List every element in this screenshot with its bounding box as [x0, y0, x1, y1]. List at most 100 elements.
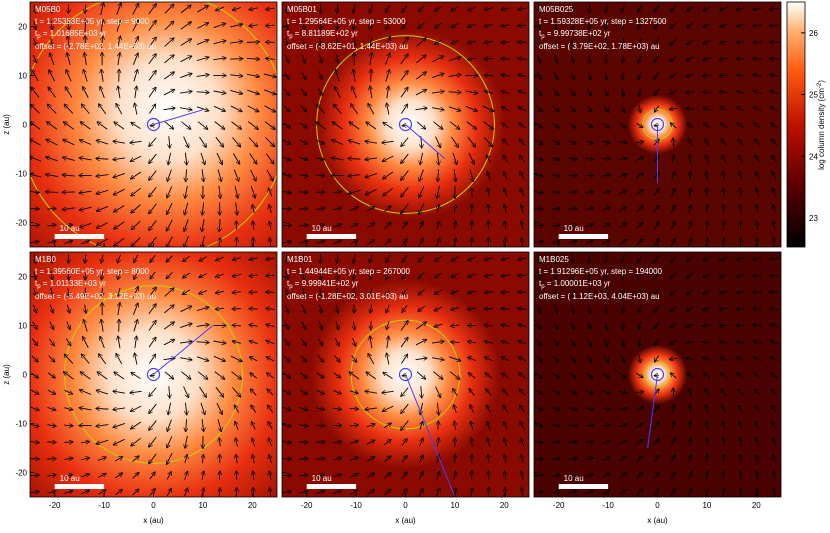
- scalebar-label: 10 au: [564, 474, 584, 483]
- panel: [282, 2, 529, 247]
- scalebar: [307, 234, 356, 239]
- velocity-arrow: [96, 408, 108, 409]
- y-tick-label: -10: [15, 420, 27, 429]
- panel-name: M05B0: [35, 5, 61, 14]
- scalebar: [307, 484, 356, 489]
- tp-rest: = 9.99941E+02 yr: [293, 279, 359, 288]
- scalebar-label: 10 au: [312, 474, 332, 483]
- velocity-arrow: [266, 275, 275, 276]
- scalebar-label: 10 au: [312, 224, 332, 233]
- offset-label: offset = ( 1.12E+03, 4.04E+03) au: [539, 292, 660, 301]
- x-tick-label: 20: [752, 501, 761, 510]
- time-label: t = 1.25353E+05 yr, step = 9000: [35, 17, 150, 26]
- y-tick-label: 0: [23, 121, 28, 130]
- velocity-arrow: [770, 275, 779, 276]
- velocity-arrow: [31, 475, 40, 476]
- panel: [534, 252, 781, 497]
- velocity-arrow: [703, 92, 712, 93]
- x-axis-label: x (au): [143, 516, 164, 525]
- panel-name: M1B0: [35, 255, 56, 264]
- scalebar: [55, 484, 104, 489]
- velocity-arrow: [535, 225, 544, 226]
- x-tick-label: 10: [198, 501, 207, 510]
- panel-name: M05B025: [539, 5, 574, 14]
- velocity-arrow: [219, 471, 220, 480]
- panel-name: M1B01: [287, 255, 313, 264]
- tp-rest: = 1.01133E+03 yr: [41, 279, 107, 288]
- x-tick-label: 0: [655, 501, 660, 510]
- scalebar-label: 10 au: [60, 224, 80, 233]
- offset-label: offset = (-5.49E+02, 3.12E+03) au: [35, 292, 156, 301]
- tp-rest: = 1.01685E+03 yr: [41, 29, 107, 38]
- x-tick-label: -20: [553, 501, 565, 510]
- velocity-arrow: [266, 25, 275, 26]
- time-label: t = 1.91296E+05 yr, step = 194000: [539, 267, 663, 276]
- colorbar-label: log column density (cm-2): [817, 80, 826, 170]
- time-label: t = 1.29564E+05 yr, step = 53000: [287, 17, 406, 26]
- time-label: t = 1.59328E+05 yr, step = 1327500: [539, 17, 667, 26]
- velocity-arrow: [501, 59, 510, 60]
- x-tick-label: 20: [500, 501, 509, 510]
- x-tick-label: -20: [301, 501, 313, 510]
- y-tick-label: 0: [23, 371, 28, 380]
- velocity-arrow: [753, 59, 762, 60]
- scalebar-label: 10 au: [564, 224, 584, 233]
- velocity-arrow: [753, 309, 762, 310]
- colorbar: [787, 2, 805, 247]
- velocity-arrow: [247, 42, 260, 43]
- x-tick-label: 10: [702, 501, 711, 510]
- y-tick-label: -20: [15, 219, 27, 228]
- velocity-arrow: [283, 225, 292, 226]
- velocity-arrow: [471, 471, 472, 480]
- velocity-arrow: [31, 225, 40, 226]
- velocity-arrow: [518, 25, 527, 26]
- y-tick-label: 20: [18, 273, 27, 282]
- density-glow: [316, 30, 506, 220]
- y-tick-label: -20: [15, 469, 27, 478]
- scalebar: [559, 484, 608, 489]
- offset-label: offset = (-1.28E+02, 3.01E+03) au: [287, 292, 408, 301]
- colorbar-label-text: log column density (cm: [817, 88, 826, 170]
- velocity-arrow: [770, 25, 779, 26]
- colorbar-label-end: ): [817, 80, 826, 83]
- colorbar-tick-label: 26: [809, 29, 818, 38]
- y-axis-label: z (au): [2, 114, 11, 135]
- x-tick-label: 0: [151, 501, 156, 510]
- x-axis-label: x (au): [395, 516, 416, 525]
- velocity-arrow: [723, 471, 724, 480]
- panel: [534, 2, 781, 247]
- panel-name: M1B025: [539, 255, 569, 264]
- panel: [282, 252, 529, 497]
- x-tick-label: -10: [98, 501, 110, 510]
- velocity-arrow: [451, 342, 460, 343]
- offset-label: offset = ( 3.79E+02, 1.78E+03) au: [539, 42, 660, 51]
- y-tick-label: 10: [18, 322, 27, 331]
- velocity-arrow: [283, 475, 292, 476]
- offset-label: offset = (-8.62E+01, 1.44E+03) au: [287, 42, 408, 51]
- y-axis-label: z (au): [2, 364, 11, 385]
- velocity-arrow: [535, 475, 544, 476]
- scalebar: [559, 234, 608, 239]
- velocity-arrow: [703, 342, 712, 343]
- tp-rest: = 9.99738E+02 yr: [545, 29, 611, 38]
- velocity-arrow: [96, 158, 108, 159]
- velocity-arrow: [249, 309, 258, 310]
- scalebar: [55, 234, 104, 239]
- x-tick-label: 10: [450, 501, 459, 510]
- velocity-arrow: [471, 221, 472, 230]
- panel-name: M05B01: [287, 5, 317, 14]
- x-tick-label: -10: [350, 501, 362, 510]
- velocity-arrow: [501, 309, 510, 310]
- x-axis-label: x (au): [647, 516, 668, 525]
- y-tick-label: -10: [15, 170, 27, 179]
- y-tick-label: 10: [18, 72, 27, 81]
- velocity-arrow: [723, 221, 724, 230]
- tp-rest: = 1.00001E+03 yr: [545, 279, 611, 288]
- x-tick-label: -10: [602, 501, 614, 510]
- y-tick-label: 20: [18, 23, 27, 32]
- time-label: t = 1.39560E+05 yr, step = 8000: [35, 267, 150, 276]
- velocity-arrow: [348, 158, 360, 159]
- x-tick-label: 0: [403, 501, 408, 510]
- x-tick-label: -20: [49, 501, 61, 510]
